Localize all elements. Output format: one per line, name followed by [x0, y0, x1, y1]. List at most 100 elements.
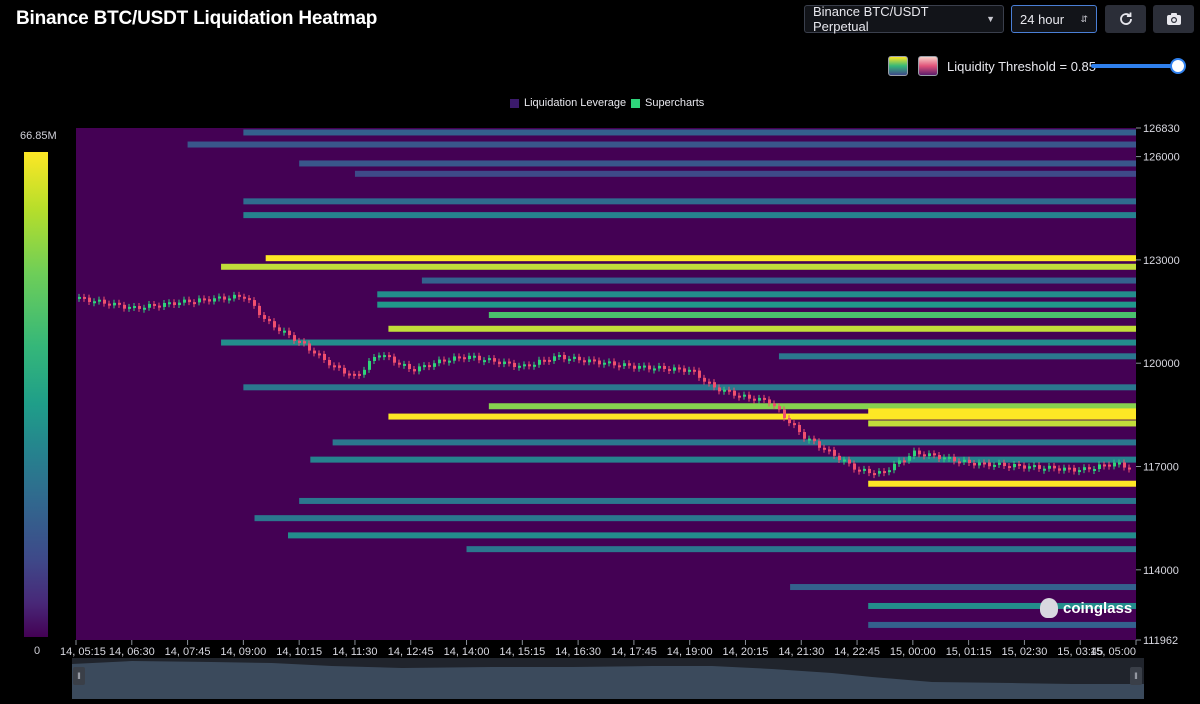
price-candle — [888, 470, 891, 473]
price-candle — [398, 362, 401, 365]
price-candle — [428, 365, 431, 368]
price-candle — [738, 395, 741, 398]
heatmap-band — [310, 456, 1136, 463]
x-tick-label: 15, 02:30 — [1001, 646, 1047, 658]
price-candle — [458, 356, 461, 359]
legend-item-liquidation-leverage[interactable]: Liquidation Leverage — [510, 97, 626, 109]
price-candle — [503, 361, 506, 365]
x-tick-label: 14, 07:45 — [165, 646, 211, 658]
price-candle — [228, 298, 231, 301]
price-candle — [618, 365, 621, 368]
x-tick-label: 14, 10:15 — [276, 646, 322, 658]
price-candle — [883, 471, 886, 474]
heatmap-band — [377, 301, 1136, 308]
threshold-slider-thumb[interactable] — [1170, 58, 1186, 74]
x-tick-label: 14, 19:00 — [667, 646, 713, 658]
price-candle — [378, 355, 381, 358]
price-candle — [658, 365, 661, 369]
price-candle — [308, 343, 311, 351]
price-candle — [1023, 465, 1026, 469]
heatmap-band — [388, 413, 1137, 420]
price-candle — [638, 365, 641, 369]
price-candle — [703, 377, 706, 382]
price-candle — [358, 373, 361, 376]
x-tick-label: 14, 16:30 — [555, 646, 601, 658]
price-candle — [1028, 466, 1031, 469]
price-candle — [818, 441, 821, 448]
refresh-icon — [1119, 12, 1132, 25]
viridis-palette-swatch[interactable] — [888, 56, 908, 76]
price-candle — [603, 362, 606, 365]
heatmap-band — [243, 198, 1137, 205]
time-range-navigator[interactable] — [72, 658, 1144, 699]
pink-palette-swatch[interactable] — [918, 56, 938, 76]
price-candle — [1038, 465, 1041, 469]
price-candle — [763, 397, 766, 400]
x-tick-label: 15, 05:00 — [1090, 646, 1136, 658]
price-candle — [343, 367, 346, 374]
price-candle — [933, 453, 936, 456]
navigator-right-handle[interactable]: ‖ — [1130, 667, 1142, 685]
y-tick-label: 126830 — [1143, 123, 1180, 135]
price-candle — [538, 359, 541, 365]
heatmap-band — [221, 263, 1137, 270]
price-candle — [988, 462, 991, 467]
price-candle — [578, 356, 581, 361]
price-candle — [848, 459, 851, 464]
legend-item-supercharts[interactable]: Supercharts — [631, 97, 704, 109]
price-candle — [223, 296, 226, 300]
price-candle — [383, 355, 386, 358]
price-candle — [1088, 467, 1091, 470]
price-candle — [353, 373, 356, 376]
heatmap-band — [488, 311, 1136, 318]
price-candle — [118, 302, 121, 305]
price-candle — [683, 368, 686, 372]
price-candle — [553, 356, 556, 361]
y-tick-label: 123000 — [1143, 255, 1180, 267]
price-candle — [783, 409, 786, 419]
price-candle — [693, 369, 696, 372]
price-candle — [768, 399, 771, 404]
price-candle — [183, 299, 186, 303]
price-candle — [253, 300, 256, 306]
price-candle — [518, 365, 521, 368]
price-candle — [793, 423, 796, 426]
price-candle — [1068, 467, 1071, 470]
heatmap-band — [354, 170, 1136, 177]
page-title: Binance BTC/USDT Liquidation Heatmap — [16, 8, 378, 29]
price-candle — [103, 299, 106, 304]
price-candle — [273, 321, 276, 328]
price-candle — [583, 360, 586, 363]
price-candle — [938, 455, 941, 459]
range-select[interactable]: 24 hour ⇵ — [1011, 5, 1097, 33]
price-candle — [453, 356, 456, 361]
price-candle — [903, 460, 906, 463]
price-candle — [123, 304, 126, 309]
colorbar-max-label: 66.85M — [20, 130, 57, 142]
price-candle — [1053, 465, 1056, 469]
price-candle — [468, 355, 471, 360]
price-candle — [173, 302, 176, 306]
threshold-slider-track[interactable] — [1091, 64, 1181, 68]
price-candle — [978, 462, 981, 466]
refresh-button[interactable] — [1105, 5, 1146, 33]
price-candle — [968, 459, 971, 463]
navigator-left-handle[interactable]: ‖ — [73, 667, 85, 685]
price-candle — [633, 365, 636, 369]
pair-select[interactable]: Binance BTC/USDT Perpetual ▼ — [804, 4, 1004, 34]
screenshot-button[interactable] — [1153, 5, 1194, 33]
price-candle — [1018, 464, 1021, 467]
price-candle — [258, 305, 261, 316]
price-candle — [393, 356, 396, 363]
price-candle — [743, 394, 746, 397]
price-candle — [648, 365, 651, 370]
price-candle — [293, 335, 296, 341]
price-candle — [798, 424, 801, 433]
x-tick-label: 14, 11:30 — [332, 646, 377, 658]
camera-icon — [1166, 13, 1181, 25]
price-candle — [218, 296, 221, 299]
navigator-area-chart — [72, 661, 1144, 699]
price-candle — [868, 468, 871, 474]
price-candle — [873, 473, 876, 476]
